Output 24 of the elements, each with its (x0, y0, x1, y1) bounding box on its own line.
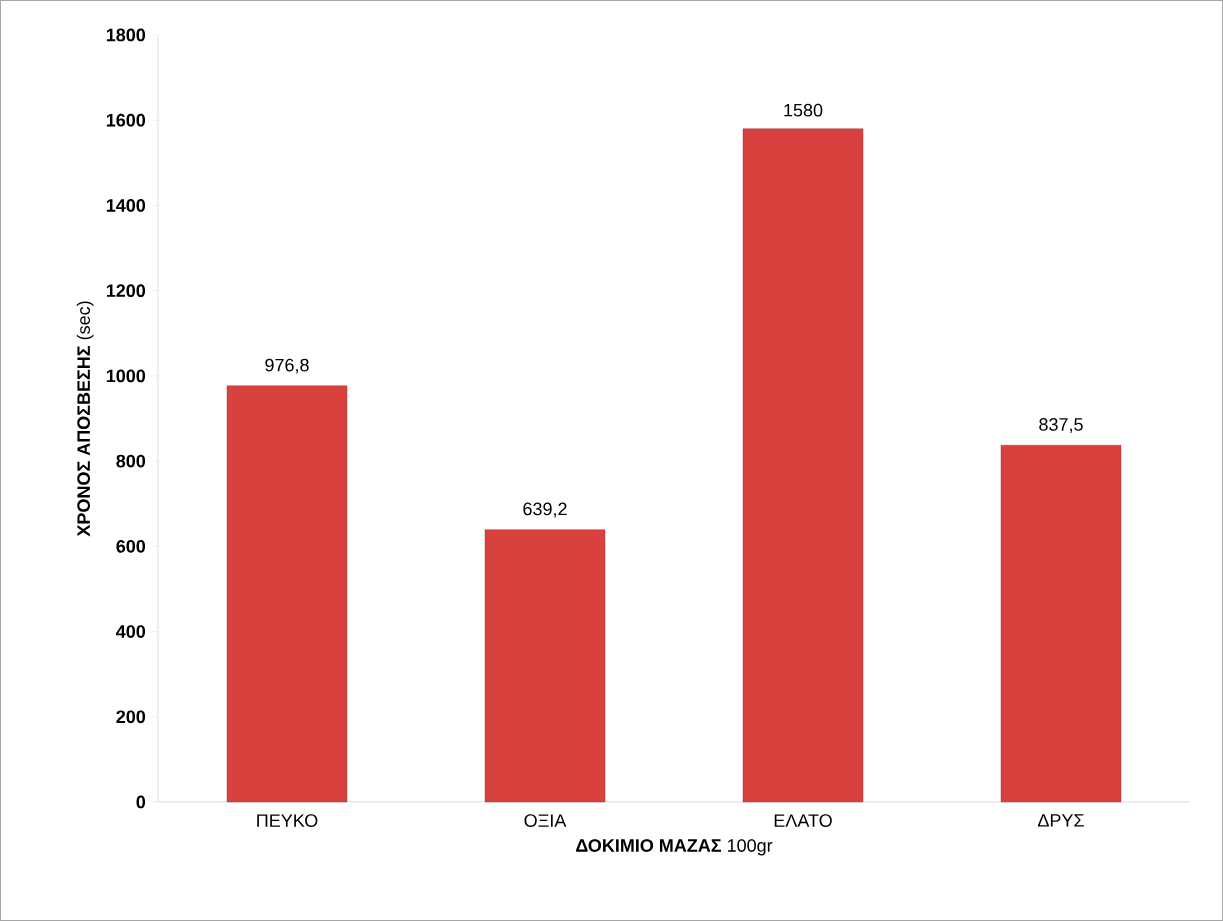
y-tick-label: 1000 (106, 369, 146, 383)
data-label: 837,5 (1039, 418, 1083, 433)
y-tick-label: 400 (116, 625, 146, 638)
data-label: 976,8 (265, 358, 309, 374)
y-tick-label: 600 (116, 539, 146, 553)
x-tick-label: ΟΞΙΑ (524, 814, 567, 827)
x-axis-title: ΔΟΚΙΜΙΟ ΜΑΖΑΣ 100gr (576, 839, 773, 856)
y-tick-label: 1400 (106, 199, 146, 212)
x-tick-label: ΕΛΑΤΟ (774, 814, 832, 827)
data-label: 1580 (784, 103, 823, 117)
bar (484, 529, 606, 803)
y-tick-label: 800 (116, 454, 146, 468)
y-tick-label: 1800 (106, 28, 146, 42)
y-tick-label: 1200 (106, 284, 146, 298)
y-tick-label: 1600 (106, 113, 146, 127)
bar (1000, 444, 1122, 803)
x-tick-label: ΔΡΥΣ (1037, 814, 1084, 827)
y-axis-title: ΧΡΟΝΟΣ ΑΠΟΣΒΕΣΗΣ (sec) (76, 301, 94, 537)
x-tick-label: ΠΕΥΚΟ (257, 814, 318, 827)
y-tick-label: 0 (136, 795, 146, 809)
bar (742, 128, 864, 803)
data-label: 639,2 (523, 502, 567, 518)
y-tick-label: 200 (116, 710, 146, 724)
bar (226, 385, 348, 803)
